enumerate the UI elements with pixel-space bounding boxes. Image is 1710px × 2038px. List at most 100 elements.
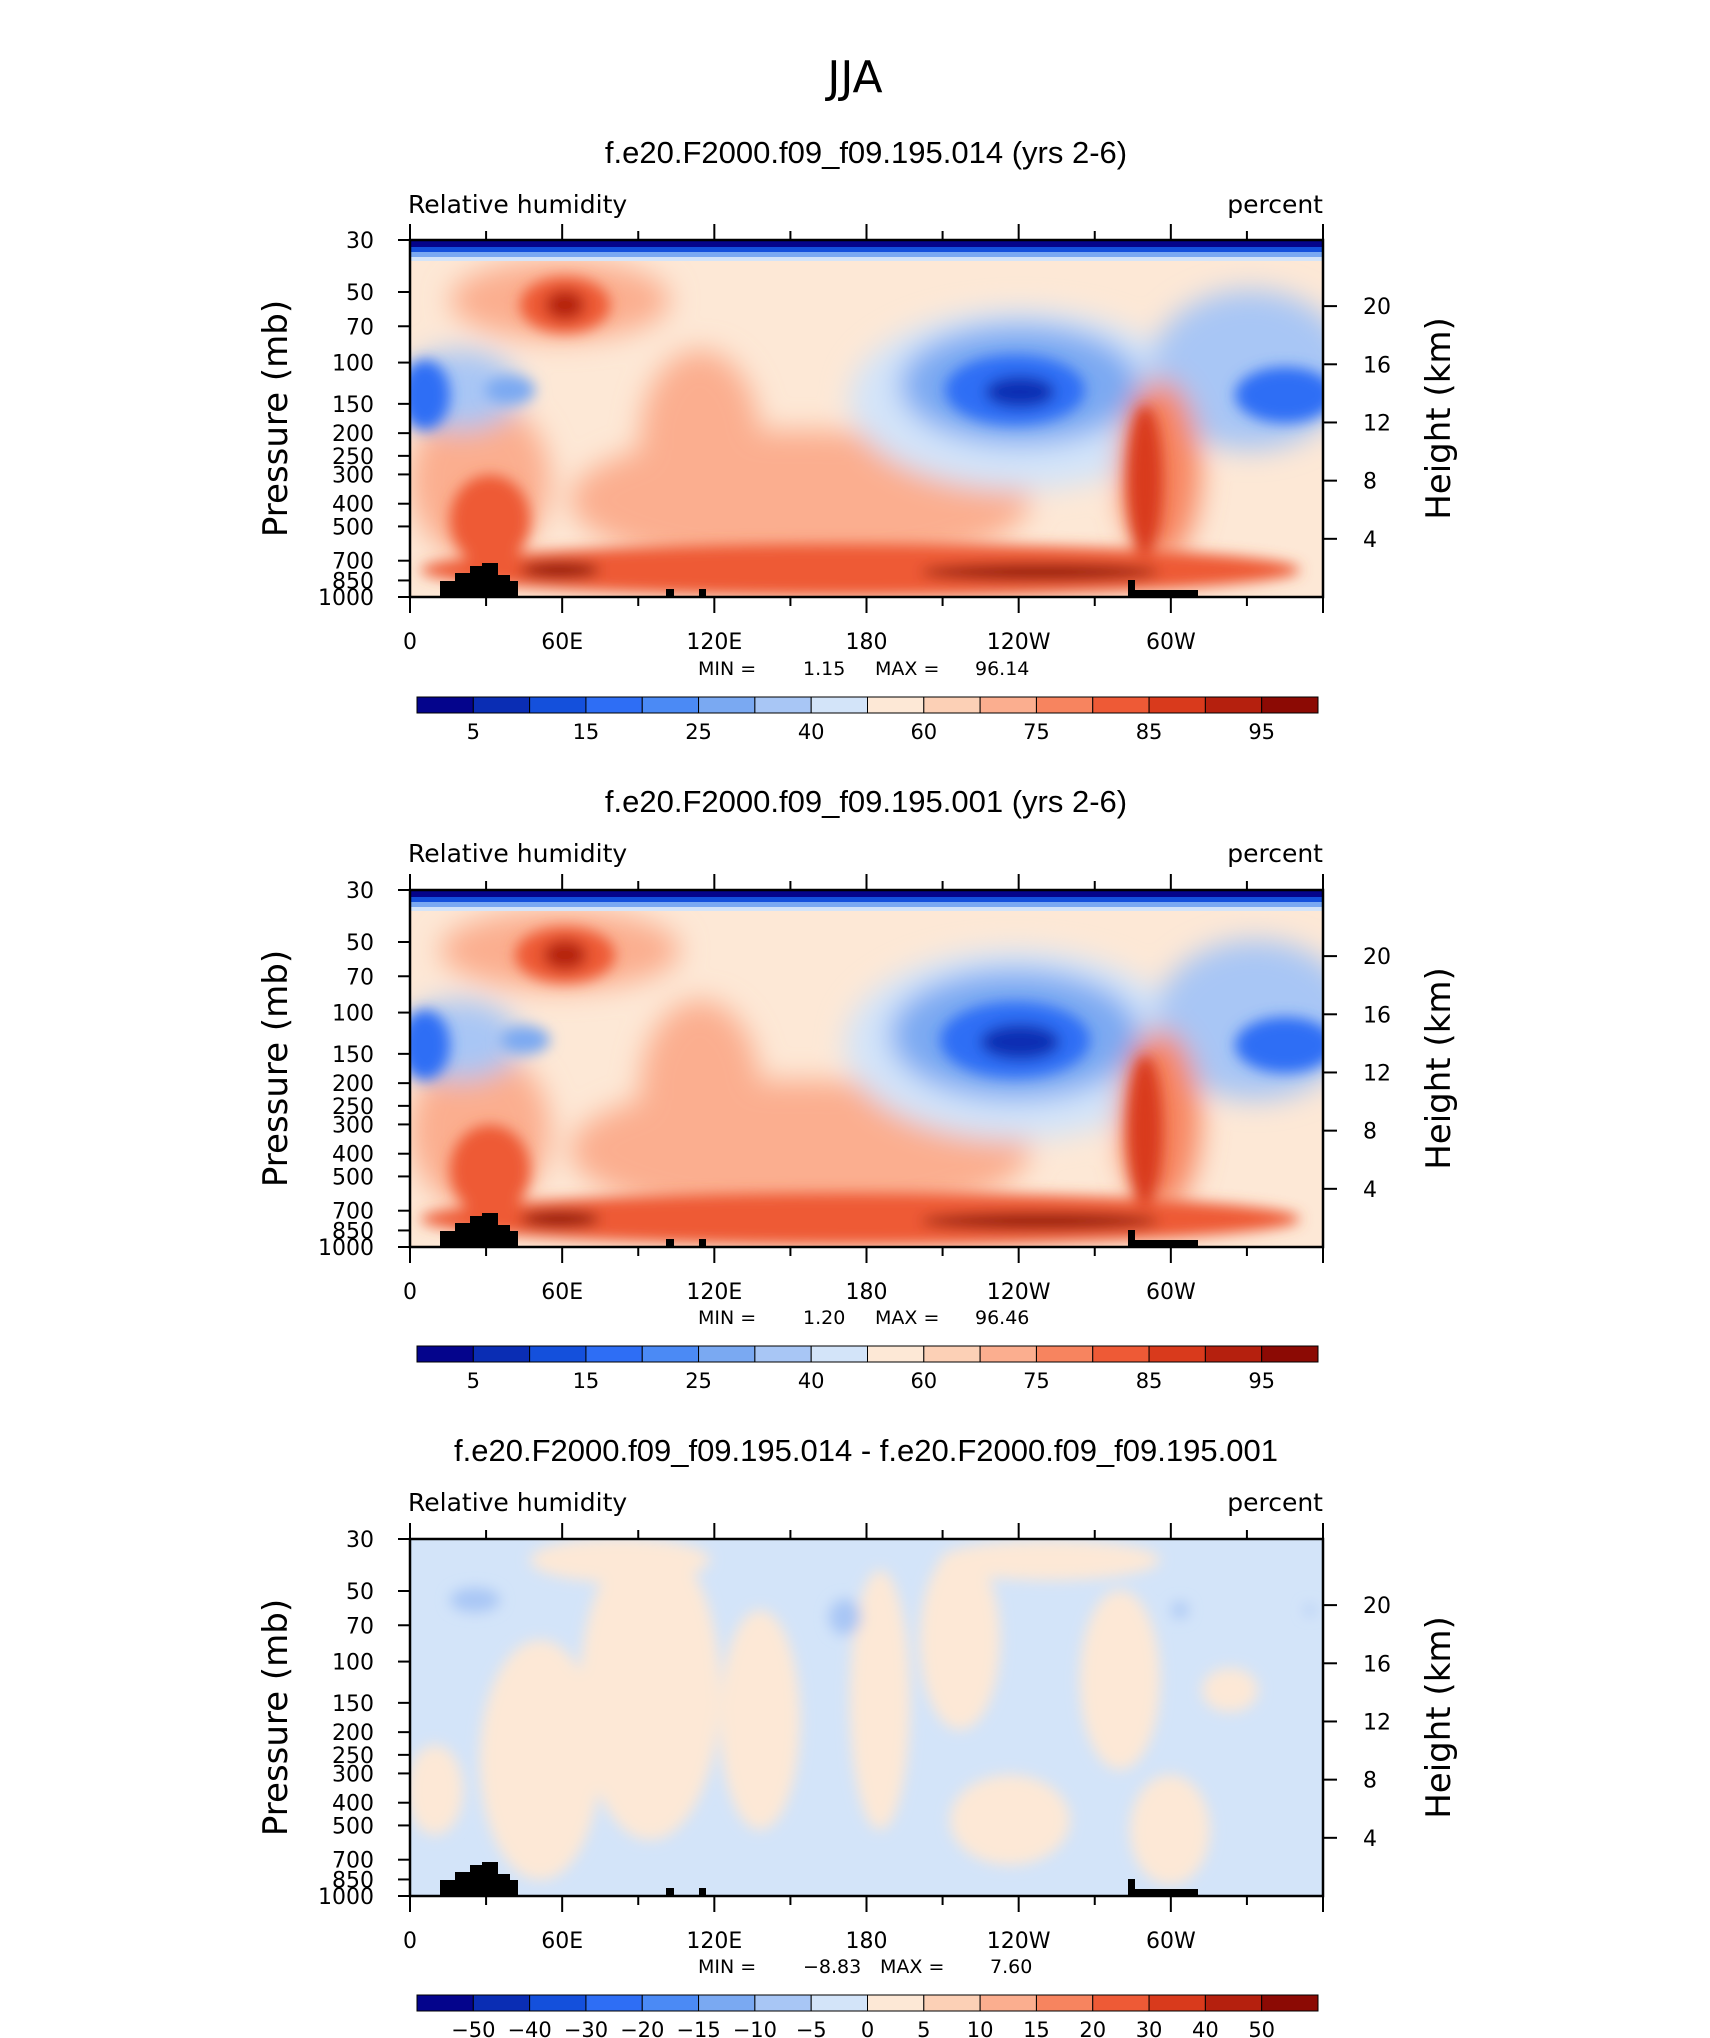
panel-3-colorbar-label: 10 (967, 2018, 994, 2038)
panel-1-colorbar-swatch (1035, 696, 1094, 714)
panel-3-min-label: MIN = (698, 1956, 756, 1978)
panel-3-colorbar-swatch (529, 1994, 587, 2012)
panel-1-y-tick-label-right: 16 (1363, 353, 1391, 378)
panel-1-colorbar-swatch (641, 696, 700, 714)
panel-1-colorbar-swatch (472, 696, 531, 714)
panel-3-y-tick-label: 500 (332, 1814, 374, 1839)
panel-3-y-tick-label: 70 (346, 1614, 374, 1639)
panel-3-colorbar-label: 20 (1079, 2018, 1106, 2038)
panel-3-colorbar-label: 30 (1136, 2018, 1163, 2038)
panel-2-x-tick-label: 0 (403, 1280, 417, 1305)
panel-2-y-tick-label: 150 (332, 1043, 374, 1068)
panel-2-variable-label: Relative humidity (408, 839, 627, 868)
panel-2-y-tick-label: 30 (346, 879, 374, 904)
panel-1-colorbar-label: 85 (1136, 720, 1163, 744)
panel-3-field (410, 1539, 1323, 1896)
panel-1-y-tick-label: 200 (332, 422, 374, 447)
panel-2-y-tick-label: 1000 (318, 1236, 374, 1261)
panel-1-colorbar-label: 75 (1023, 720, 1050, 744)
panel-3-y-tick-label: 150 (332, 1692, 374, 1717)
panel-3-y-tick-label: 400 (332, 1792, 374, 1817)
panel-3-variable-label: Relative humidity (408, 1488, 627, 1517)
panel-1-colorbar-label: 25 (685, 720, 712, 744)
panel-3-x-tick-label: 120W (987, 1929, 1051, 1954)
panel-3-colorbar-swatch (472, 1994, 531, 2012)
panel-3-y-tick-label: 300 (332, 1762, 374, 1787)
panel-2-colorbar-swatch (416, 1345, 474, 1363)
panel-1-x-tick-label: 120E (686, 630, 742, 655)
panel-3-colorbar-label: 40 (1192, 2018, 1219, 2038)
panel-2-y-tick-label: 200 (332, 1072, 374, 1097)
panel-1-y-tick-label-right: 8 (1363, 470, 1377, 495)
panel-3-max-value: 7.60 (990, 1956, 1032, 1978)
panel-1-y-tick-label: 100 (332, 352, 374, 377)
panel-2-y-tick-label-right: 8 (1363, 1120, 1377, 1145)
panel-1-colorbar-swatch (1092, 696, 1150, 714)
panel-2-y-axis-title-right: Height (km) (1419, 967, 1459, 1170)
panel-1-y-tick-label-right: 20 (1363, 295, 1391, 320)
panel-2-colorbar-label: 5 (467, 1369, 480, 1393)
panel-2-x-tick-label: 120E (686, 1280, 742, 1305)
panel-3-colorbar-label: −5 (796, 2018, 827, 2038)
panel-1-x-tick-label: 0 (403, 630, 417, 655)
panel-3-colorbar-swatch (1261, 1994, 1319, 2012)
panel-1-y-tick-label: 700 (332, 550, 374, 575)
panel-3-y-axis-title-right: Height (km) (1419, 1616, 1459, 1819)
panel-1-colorbar-swatch (867, 696, 925, 714)
panel-2-colorbar-swatch (810, 1345, 868, 1363)
panel-2-y-tick-label: 70 (346, 965, 374, 990)
panel-1-colorbar-swatch (1204, 696, 1263, 714)
panel-2-min-label: MIN = (698, 1307, 756, 1329)
panel-2-y-tick-label-right: 20 (1363, 945, 1391, 970)
panel-2-colorbar-swatch (529, 1345, 587, 1363)
panel-3-y-tick-label-right: 12 (1363, 1710, 1391, 1735)
panel-1-y-tick-label: 150 (332, 393, 374, 418)
panel-2-colorbar-label: 25 (685, 1369, 712, 1393)
panel-3-colorbar-swatch (416, 1994, 474, 2012)
panel-1-y-tick-label: 850 (332, 569, 374, 594)
panel-3-y-tick-label-right: 20 (1363, 1594, 1391, 1619)
panel-2-colorbar-swatch (923, 1345, 981, 1363)
panel-2-y-axis-title: Pressure (mb) (256, 950, 296, 1187)
panel-2-y-tick-label: 300 (332, 1113, 374, 1138)
panel-3-y-axis-title: Pressure (mb) (256, 1599, 296, 1836)
panel-3-colorbar-swatch (641, 1994, 700, 2012)
panel-3-colorbar-swatch (979, 1994, 1037, 2012)
panel-1-colorbar-label: 5 (467, 720, 480, 744)
panel-1: f.e20.F2000.f09_f09.195.014 (yrs 2-6) Re… (256, 135, 1459, 744)
panel-3-colorbar-label: −15 (676, 2018, 720, 2038)
panel-2-y-tick-label-right: 4 (1363, 1178, 1377, 1203)
panel-3-y-tick-label: 700 (332, 1849, 374, 1874)
panel-2-colorbar-label: 85 (1136, 1369, 1163, 1393)
panel-1-colorbar-swatch (416, 696, 474, 714)
panel-3-y-tick-label: 1000 (318, 1885, 374, 1910)
panel-2-max-label: MAX = (875, 1307, 939, 1329)
panel-3-colorbar-label: 5 (917, 2018, 930, 2038)
panel-2-colorbar-swatch (472, 1345, 531, 1363)
panel-1-colorbar-swatch (979, 696, 1037, 714)
panel-1-colorbar-swatch (529, 696, 587, 714)
panel-1-x-tick-label: 60W (1146, 630, 1196, 655)
panel-3-colorbar-label: 50 (1248, 2018, 1275, 2038)
panel-1-colorbar-swatch (698, 696, 756, 714)
panel-3-x-tick-label: 180 (846, 1929, 888, 1954)
panel-1-min-value: 1.15 (803, 658, 845, 680)
panel-1-y-tick-label: 70 (346, 315, 374, 340)
panel-2-min-value: 1.20 (803, 1307, 845, 1329)
panel-2-colorbar-label: 40 (798, 1369, 825, 1393)
panel-2-y-tick-label: 100 (332, 1002, 374, 1027)
panel-3-max-label: MAX = (880, 1956, 944, 1978)
panel-2-colorbar-label: 95 (1248, 1369, 1275, 1393)
panel-2-field (410, 890, 1323, 1247)
panel-1-colorbar-label: 40 (798, 720, 825, 744)
panel-3-colorbar-swatch (810, 1994, 868, 2012)
panel-1-y-tick-label-right: 4 (1363, 528, 1377, 553)
panel-3-colorbar-label: −20 (620, 2018, 664, 2038)
panel-3: f.e20.F2000.f09_f09.195.014 - f.e20.F200… (256, 1433, 1459, 2038)
panel-1-colorbar-label: 15 (573, 720, 600, 744)
panel-2: f.e20.F2000.f09_f09.195.001 (yrs 2-6) Re… (256, 784, 1459, 1393)
panel-3-colorbar-swatch (1035, 1994, 1094, 2012)
panel-2-x-tick-label: 180 (846, 1280, 888, 1305)
panel-1-variable-label: Relative humidity (408, 190, 627, 219)
panel-3-colorbar-label: −50 (451, 2018, 495, 2038)
